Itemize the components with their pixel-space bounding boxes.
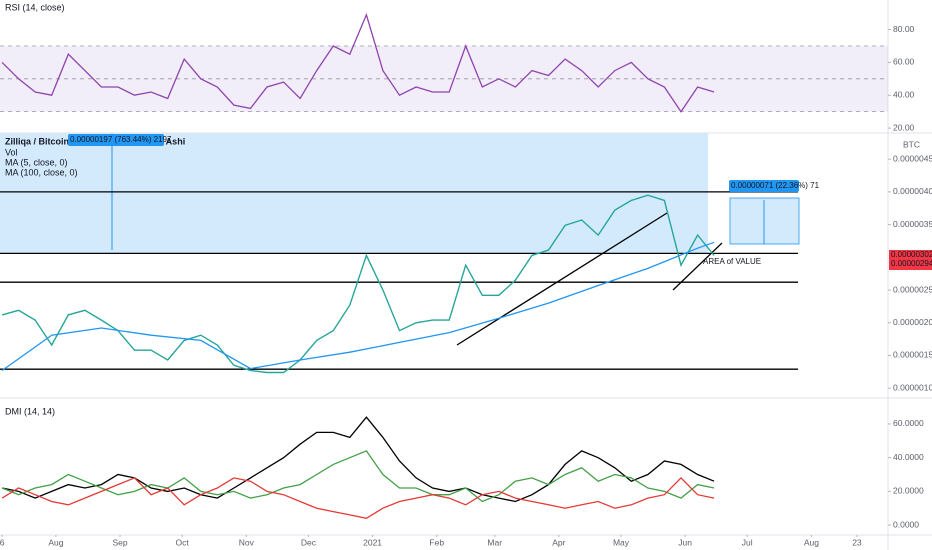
x-tick-label: 6	[0, 537, 5, 547]
x-tick-label: Apr	[552, 537, 565, 547]
prev-close-label: 0.00000294	[891, 259, 932, 268]
x-tick-label: Oct	[176, 537, 190, 547]
series-line	[1, 12, 715, 113]
x-tick-label: 23	[852, 537, 862, 547]
y-tick-label: 0.0000	[893, 519, 919, 529]
y-tick-label: 60.0000	[893, 418, 924, 428]
annotation: 0.00000197 (763.44%) 2197	[70, 135, 172, 144]
y-tick-label: 80.00	[893, 24, 915, 34]
annotation-box	[68, 134, 164, 146]
y-tick-label: 20.00	[893, 122, 915, 132]
trend-line	[456, 212, 668, 346]
rsi-title: RSI (14, close)	[5, 2, 65, 12]
series-line	[1, 450, 715, 503]
position-zone	[0, 133, 708, 253]
legend-entry: MA (100, close, 0)	[5, 167, 78, 177]
x-tick-label: Aug	[804, 537, 819, 547]
legend-entry: Vol	[5, 147, 18, 157]
series-line	[1, 476, 715, 519]
x-tick-label: Nov	[239, 537, 255, 547]
x-tick-label: Jul	[742, 537, 753, 547]
x-tick-label: Jun	[678, 537, 692, 547]
x-tick-label: May	[613, 537, 630, 547]
legend-entry: MA (5, close, 0)	[5, 157, 68, 167]
y-tick-label: 40.0000	[893, 452, 924, 462]
last-price-label: 0.00000302	[891, 250, 932, 259]
x-tick-label: 2021	[363, 537, 382, 547]
annotation: 0.00000071 (22.36%) 71	[731, 181, 820, 190]
series-line	[1, 416, 715, 503]
x-tick-label: Aug	[48, 537, 63, 547]
annotation: AREA of VALUE	[703, 257, 761, 266]
annotation-box	[729, 180, 799, 192]
x-tick-label: Mar	[487, 537, 502, 547]
y-tick-label: 0.00000100	[893, 382, 932, 392]
series-line	[1, 241, 715, 372]
y-tick-label: 20.0000	[893, 486, 924, 496]
unit-label: BTC	[903, 139, 920, 149]
y-tick-label: 60.00	[893, 57, 915, 67]
x-tick-label: Feb	[429, 537, 444, 547]
x-tick-label: Sep	[112, 537, 127, 547]
y-tick-label: 40.00	[893, 89, 915, 99]
prev-close-box	[889, 258, 932, 270]
x-tick-label: Dec	[301, 537, 317, 547]
dmi-title: DMI (14, 14)	[5, 406, 55, 416]
series-line	[1, 194, 715, 374]
